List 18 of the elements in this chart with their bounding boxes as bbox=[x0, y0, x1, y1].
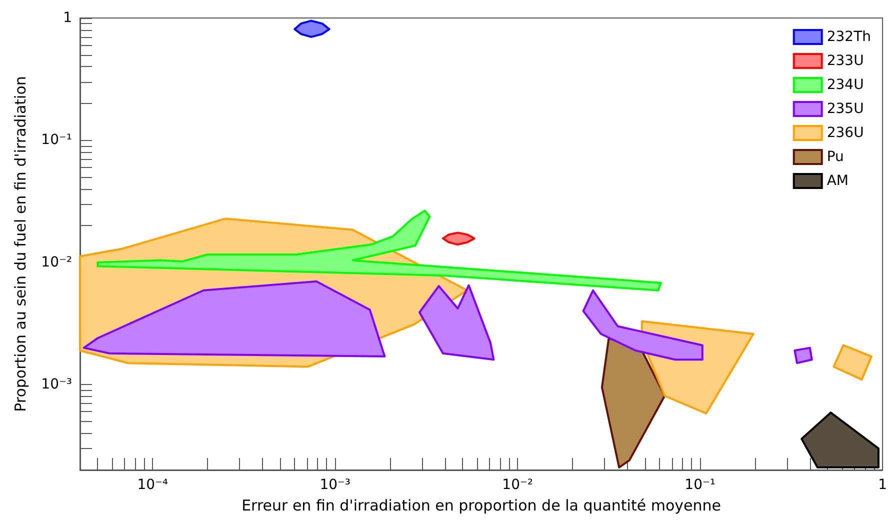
legend-label: AM bbox=[826, 173, 849, 189]
y-tick-label: 10⁻¹ bbox=[41, 132, 72, 148]
x-tick-label: 1 bbox=[878, 477, 888, 493]
x-axis-title: Erreur en fin d'irradiation en proportion de la quantité moyenne bbox=[242, 496, 721, 514]
y-tick-label: 10⁻³ bbox=[41, 376, 72, 393]
x-tick-label: 10⁻² bbox=[502, 477, 533, 493]
legend-label: 235U bbox=[826, 101, 864, 117]
legend-label: 234U bbox=[826, 77, 864, 93]
x-tick-label: 10⁻⁴ bbox=[137, 477, 168, 493]
legend-label: 236U bbox=[826, 125, 864, 141]
x-tick-label: 10⁻³ bbox=[320, 477, 351, 493]
y-axis-title: Proportion au sein du fuel en fin d'irradiation bbox=[12, 76, 30, 412]
x-tick-label: 10⁻¹ bbox=[684, 477, 716, 493]
legend-label: 232Th bbox=[826, 29, 872, 45]
y-tick-label: 10⁻² bbox=[41, 254, 72, 270]
legend-label: 233U bbox=[826, 53, 864, 69]
legend-label: Pu bbox=[826, 149, 844, 165]
y-tick-label: 1 bbox=[63, 10, 72, 26]
